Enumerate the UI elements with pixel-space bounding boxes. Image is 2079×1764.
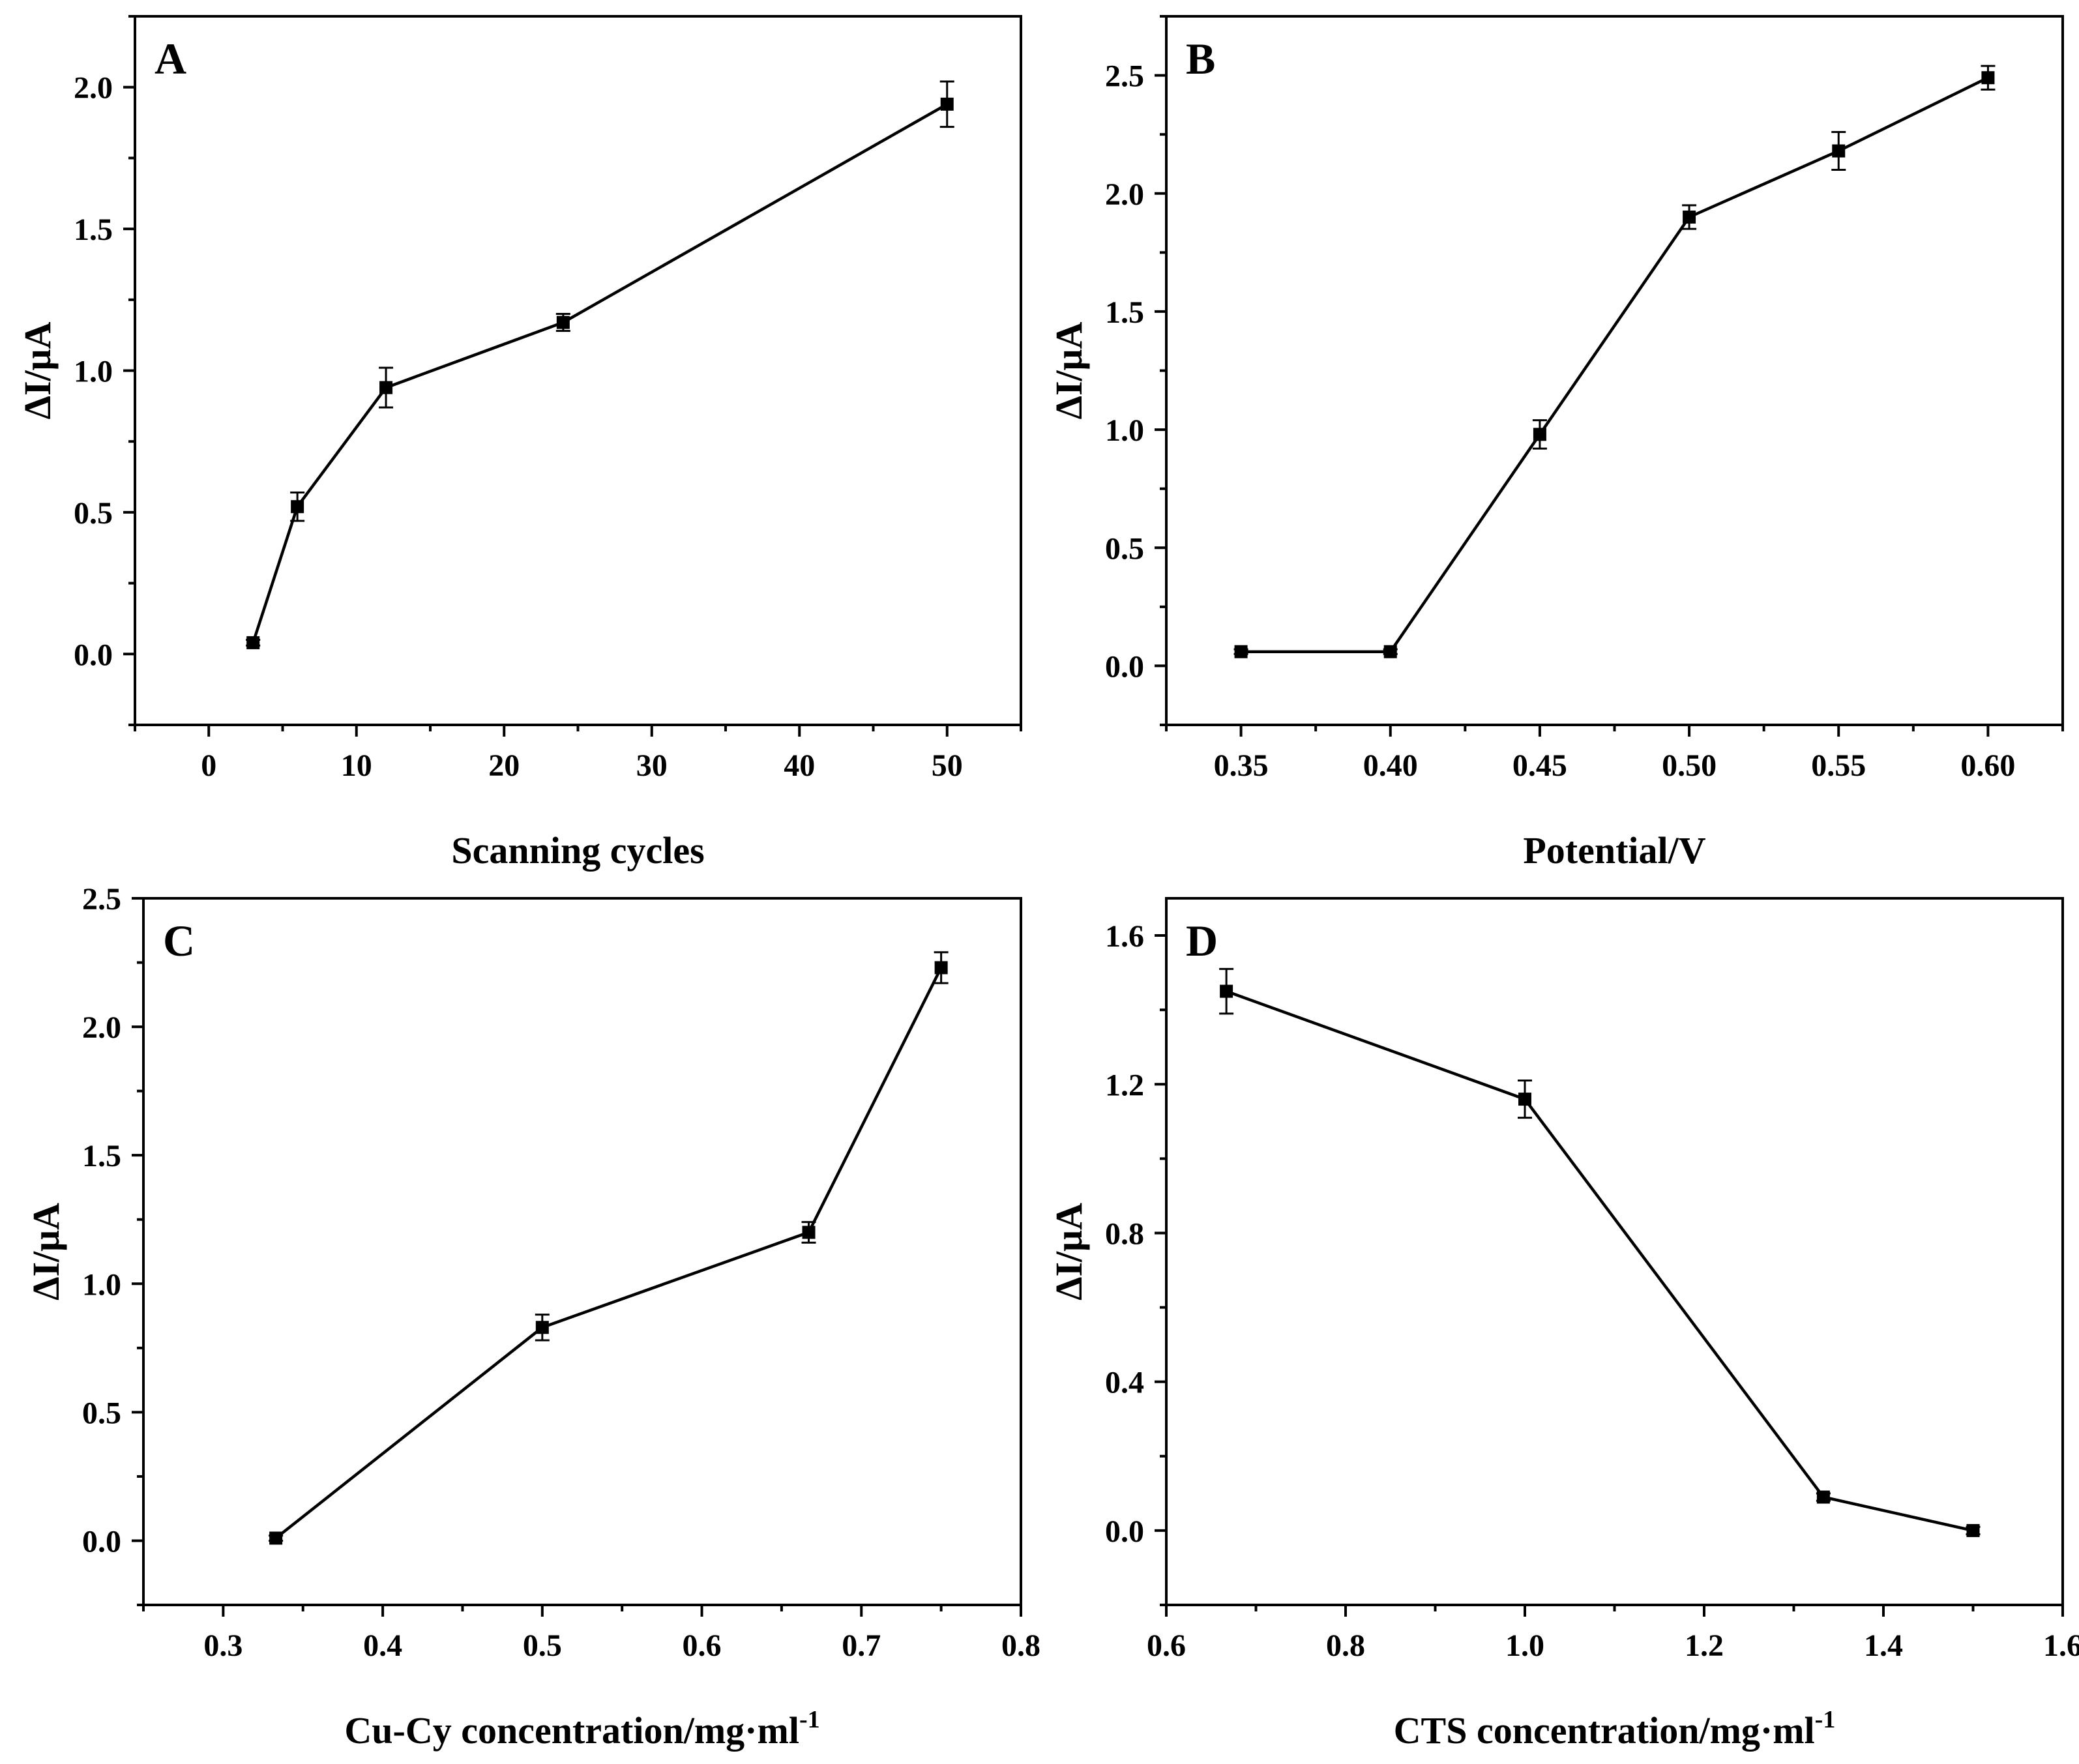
x-tick-label: 0.8	[1326, 1628, 1365, 1663]
x-axis-label-text: Potential/V	[1523, 829, 1705, 872]
y-tick-label: 1.0	[82, 1267, 121, 1302]
data-point	[1518, 1093, 1531, 1106]
plot-frame	[1165, 15, 2064, 726]
x-tick-label: 40	[784, 748, 815, 783]
x-tick-label: 1.0	[1505, 1628, 1544, 1663]
x-tick-label: 0.40	[1363, 748, 1418, 783]
series-line	[1241, 76, 1989, 653]
data-point	[940, 97, 954, 111]
x-tick-label: 0.55	[1811, 748, 1866, 783]
x-axis-label-superscript: -1	[799, 1706, 820, 1733]
y-tick-label: 2.0	[74, 71, 113, 106]
data-point	[535, 1321, 549, 1334]
data-point	[556, 316, 570, 329]
panel-letter: C	[163, 916, 195, 965]
plot-frame	[142, 897, 1022, 1606]
y-tick-label: 0.8	[1105, 1216, 1144, 1251]
x-tick-label: 0	[201, 748, 216, 783]
y-tick-label: 1.5	[74, 213, 113, 247]
plot-frame	[134, 15, 1022, 726]
y-tick-label: 1.0	[74, 355, 113, 389]
y-tick-label: 2.5	[1105, 59, 1144, 94]
x-axis-label: Potential/V	[1523, 829, 1705, 872]
x-axis-label: Cu-Cy concentration/mg·ml-1	[344, 1706, 819, 1752]
x-axis-label-superscript: -1	[1815, 1706, 1836, 1733]
data-point	[379, 381, 393, 394]
x-tick-label: 0.7	[842, 1628, 881, 1663]
data-point	[1966, 1523, 1980, 1537]
data-point	[1533, 428, 1546, 441]
x-tick-label: 0.35	[1214, 748, 1269, 783]
y-tick-label: 0.4	[1105, 1366, 1144, 1400]
x-axis-label: CTS concentration/mg·ml-1	[1394, 1706, 1836, 1752]
x-axis-label-text: Cu-Cy concentration/mg·ml	[344, 1709, 799, 1752]
panel-letter: B	[1186, 34, 1215, 83]
data-point	[1981, 71, 1995, 85]
y-tick-label: 0.5	[1105, 531, 1144, 566]
x-tick-label: 0.4	[363, 1628, 402, 1663]
data-point	[802, 1226, 816, 1239]
x-tick-label: 20	[488, 748, 520, 783]
x-tick-label: 10	[341, 748, 372, 783]
series-line	[274, 967, 943, 1540]
x-tick-label: 30	[636, 748, 668, 783]
x-tick-label: 1.4	[1864, 1628, 1903, 1663]
x-tick-label: 0.8	[1001, 1628, 1040, 1663]
chart-panel-c: 0.3 0.4 0.5 0.6 0.7 0.8 0.0 0.5 1.0 1.5 2.0 2.5 C Cu-…	[25, 882, 1040, 1752]
y-tick-label: 2.5	[82, 882, 121, 917]
y-axis-label: ΔI/μA	[1048, 1203, 1090, 1301]
y-axis-label: ΔI/μA	[25, 1203, 67, 1301]
chart-panel-b: 0.35 0.40 0.45 0.50 0.55 0.60 0.0 0.5 1.0 1.5 2.0 2…	[1048, 15, 2064, 872]
data-point	[1832, 144, 1846, 158]
y-tick-label: 0.0	[74, 638, 113, 672]
data-point	[246, 636, 260, 649]
x-tick-label: 0.50	[1662, 748, 1717, 783]
data-point	[934, 961, 948, 975]
y-tick-label: 2.0	[1105, 177, 1144, 212]
x-tick-label: 0.5	[523, 1628, 562, 1663]
y-tick-label: 1.5	[82, 1139, 121, 1173]
data-point	[1383, 645, 1397, 658]
panel-letter: D	[1186, 916, 1218, 965]
panel-letter: A	[155, 34, 186, 83]
y-tick-label: 0.5	[74, 496, 113, 531]
data-point	[1816, 1490, 1830, 1504]
y-tick-label: 0.0	[1105, 649, 1144, 684]
y-tick-label: 1.2	[1105, 1068, 1144, 1102]
plot-frame	[1165, 897, 2064, 1606]
x-axis-label-text: CTS concentration/mg·ml	[1394, 1709, 1815, 1752]
x-tick-label: 1.2	[1685, 1628, 1724, 1663]
y-tick-label: 1.6	[1105, 919, 1144, 954]
y-axis-label: ΔI/μA	[16, 321, 59, 419]
data-point	[1683, 210, 1696, 224]
x-tick-label: 0.3	[203, 1628, 243, 1663]
y-tick-label: 0.0	[82, 1524, 121, 1559]
y-tick-label: 0.5	[82, 1396, 121, 1430]
series-line	[252, 102, 948, 643]
x-tick-label: 0.60	[1960, 748, 2015, 783]
y-axis-label: ΔI/μA	[1048, 321, 1090, 419]
y-tick-label: 2.0	[82, 1010, 121, 1045]
series-line	[1226, 990, 1973, 1533]
data-point	[1220, 984, 1233, 998]
x-axis-label: Scanning cycles	[451, 829, 704, 872]
data-point	[291, 500, 304, 514]
chart-panel-a: 0 10 20 30 40 50 0.0 0.5 1.0 1.5 2.0 A Scanning cycl…	[16, 15, 1022, 872]
y-tick-label: 1.0	[1105, 413, 1144, 448]
y-tick-label: 0.0	[1105, 1514, 1144, 1549]
x-tick-label: 1.6	[2043, 1628, 2079, 1663]
x-tick-label: 50	[932, 748, 963, 783]
x-tick-label: 0.6	[683, 1628, 722, 1663]
x-axis-label-text: Scanning cycles	[451, 829, 704, 872]
chart-panel-d: 0.6 0.8 1.0 1.2 1.4 1.6 0.0 0.4 0.8 1.2 1.6 D CTS co…	[1048, 897, 2079, 1752]
data-point	[269, 1531, 283, 1545]
x-tick-label: 0.6	[1147, 1628, 1186, 1663]
data-point	[1234, 645, 1248, 658]
y-tick-label: 1.5	[1105, 295, 1144, 330]
x-tick-label: 0.45	[1512, 748, 1567, 783]
